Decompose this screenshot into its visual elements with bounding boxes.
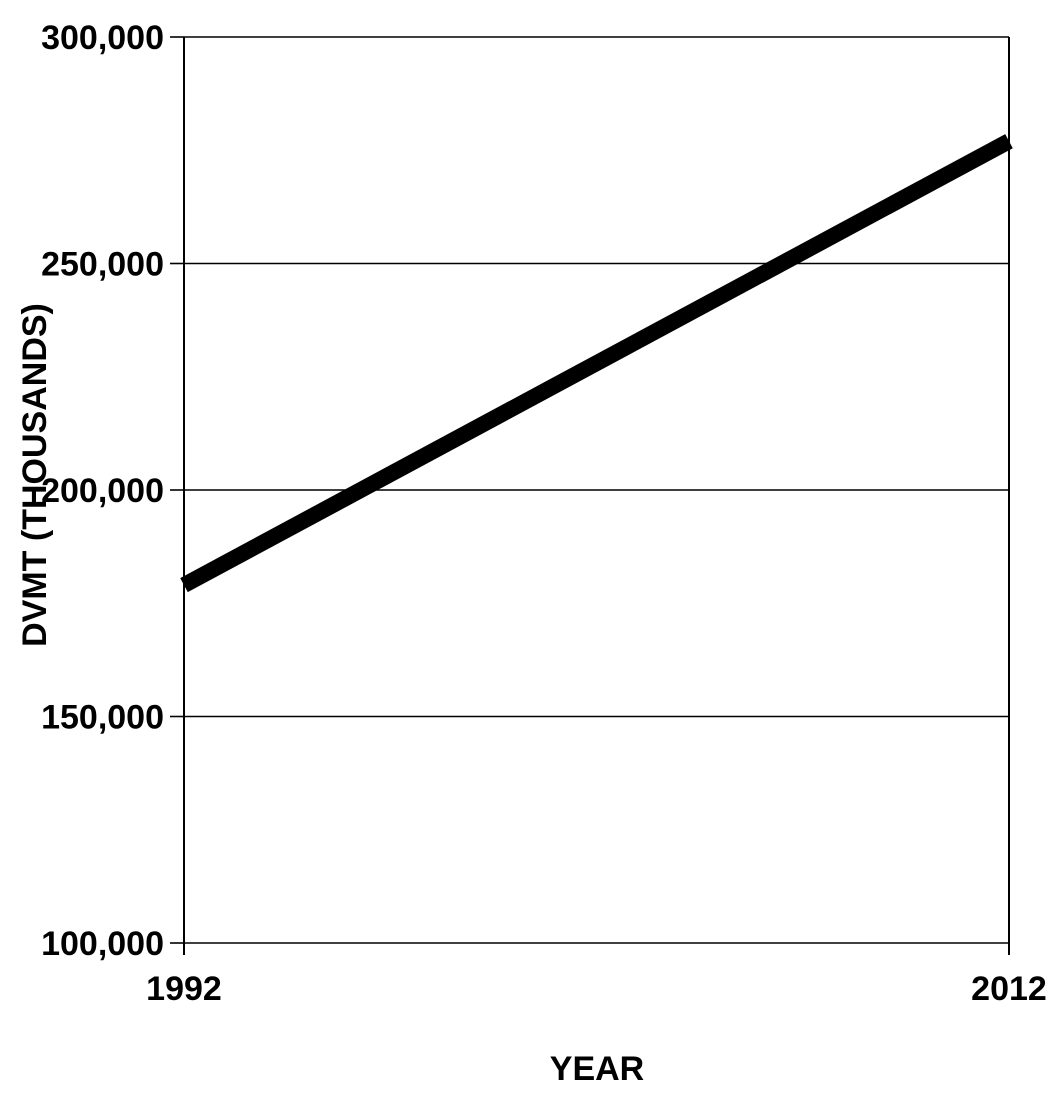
y-tick-label: 150,000 (41, 699, 164, 737)
x-tick-label: 2012 (971, 970, 1047, 1008)
grid-layer (184, 36, 1009, 944)
series-layer (180, 134, 1013, 593)
x-axis-title: YEAR (550, 1050, 644, 1088)
axis-layer (183, 37, 1010, 955)
y-tick-label: 100,000 (41, 925, 164, 963)
y-tick-label: 200,000 (41, 472, 164, 510)
y-axis-title: DVMT (THOUSANDS) (16, 303, 54, 647)
y-tick-label: 250,000 (41, 246, 164, 284)
tick-layer: 100,000 150,000 200,000 250,000 300,000 1992 2… (41, 19, 1047, 1008)
x-tick-label: 1992 (146, 970, 222, 1008)
y-tick-label: 300,000 (41, 19, 164, 57)
series-line (180, 134, 1013, 593)
